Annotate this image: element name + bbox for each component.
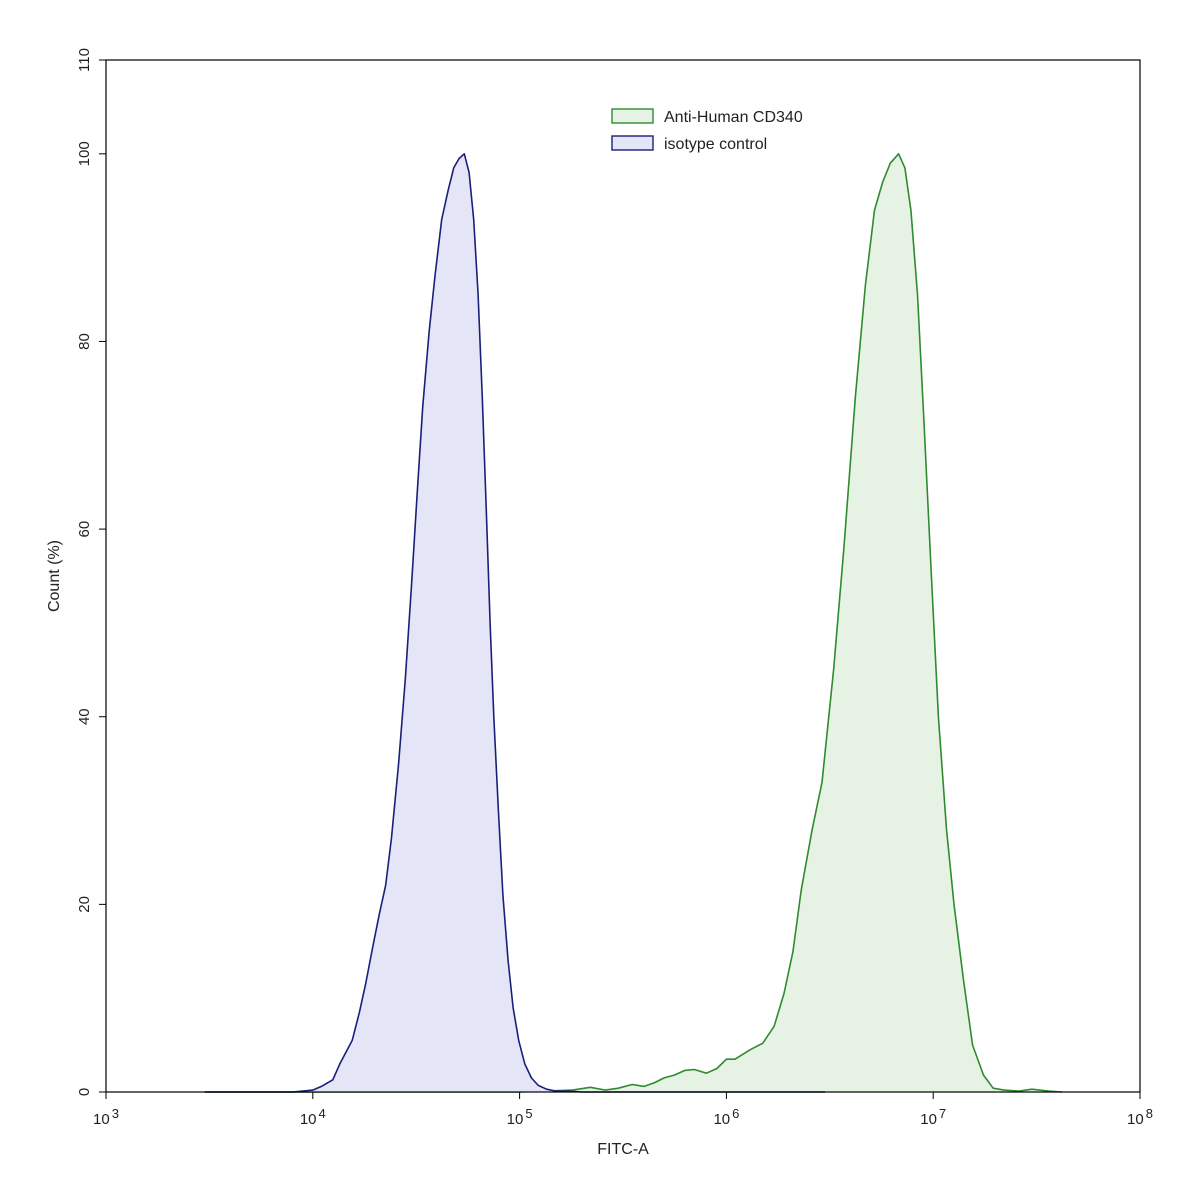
- series-line: [204, 153, 826, 1093]
- y-tick-label: 100: [76, 141, 93, 166]
- x-tick-label: 10 6: [713, 1106, 739, 1128]
- legend-swatch: [611, 108, 654, 124]
- x-axis-title: FITC-A: [597, 1141, 649, 1158]
- x-tick-label: 10 5: [507, 1106, 533, 1128]
- x-axis: 10 3 10 4 10 5 10 6 10 7 10 8: [93, 1092, 1153, 1128]
- y-tick-label: 80: [76, 333, 93, 350]
- plot-frame: [105, 59, 1141, 1093]
- y-tick-label: 60: [76, 521, 93, 538]
- series-area: [204, 153, 1063, 1093]
- x-tick-label: 10 4: [300, 1106, 326, 1128]
- y-axis-title: Count (%): [46, 540, 63, 612]
- legend-swatch: [611, 135, 654, 151]
- y-axis: 0 20 40 60 80 100 110: [76, 48, 106, 1096]
- x-tick-label: 10 7: [920, 1106, 946, 1128]
- series-isotype-control: [204, 153, 826, 1093]
- legend-item: Anti-Human CD340: [611, 108, 803, 126]
- x-tick-label: 10 8: [1127, 1106, 1153, 1128]
- series-line: [204, 153, 1063, 1093]
- x-tick-label: 10 3: [93, 1106, 119, 1128]
- legend-label: Anti-Human CD340: [664, 109, 803, 126]
- legend: Anti-Human CD340 isotype control: [611, 108, 803, 153]
- y-tick-label: 0: [76, 1088, 93, 1096]
- legend-item: isotype control: [611, 135, 767, 153]
- y-tick-label: 110: [76, 48, 93, 72]
- y-tick-label: 20: [76, 896, 93, 913]
- y-tick-label: 40: [76, 708, 93, 725]
- series-anti-human-cd340: [204, 153, 1063, 1093]
- legend-label: isotype control: [664, 136, 767, 153]
- series-layer: [204, 153, 1063, 1093]
